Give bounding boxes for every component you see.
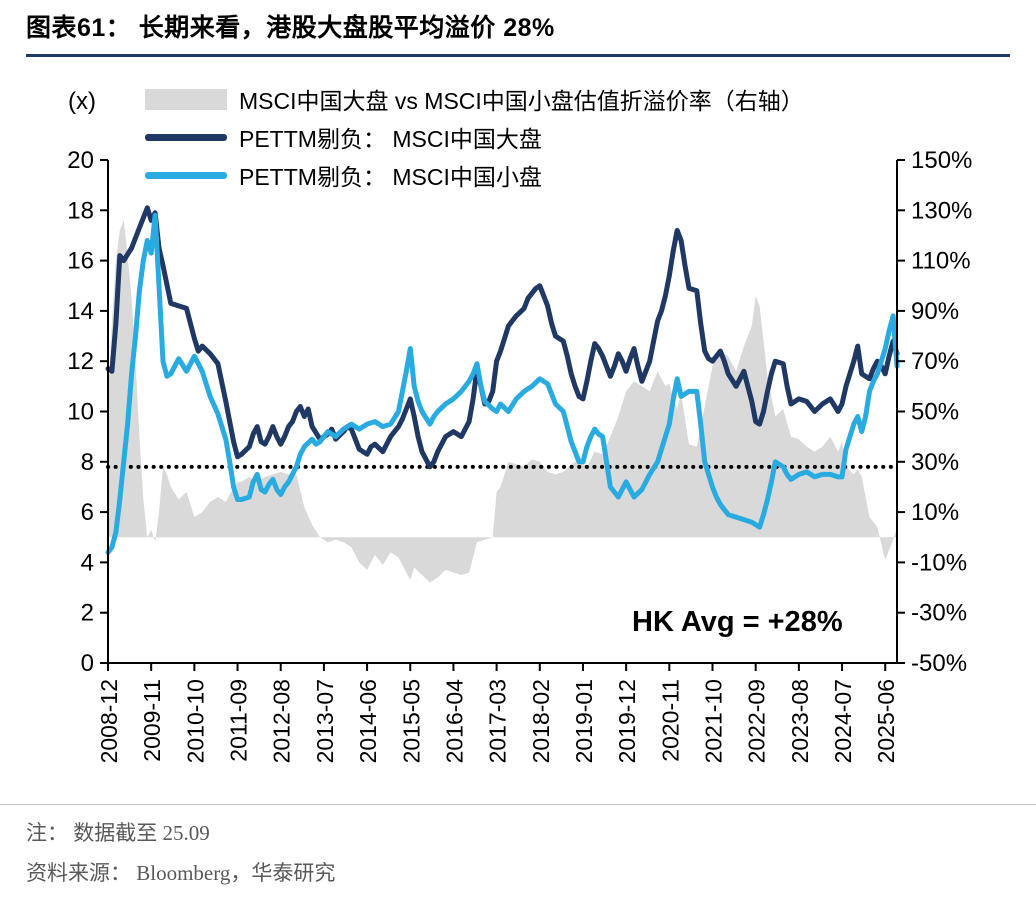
svg-text:50%: 50% — [911, 399, 959, 426]
figure-title: 图表61： 长期来看，港股大盘股平均溢价 28% — [26, 8, 1010, 57]
source-note: 资料来源： Bloomberg，华泰研究 — [26, 861, 336, 885]
svg-text:2009-11: 2009-11 — [139, 679, 165, 762]
svg-text:2024-07: 2024-07 — [830, 679, 856, 763]
svg-text:-10%: -10% — [911, 549, 967, 576]
svg-text:16: 16 — [67, 248, 94, 275]
svg-text:8: 8 — [81, 449, 94, 476]
legend-label-smallcap: PETTM剔负： MSCI中国小盘 — [239, 164, 542, 190]
svg-text:130%: 130% — [911, 197, 972, 224]
svg-text:30%: 30% — [911, 449, 959, 476]
svg-text:14: 14 — [67, 298, 94, 325]
svg-text:110%: 110% — [911, 248, 971, 275]
svg-text:2021-10: 2021-10 — [701, 679, 727, 763]
left-axis-unit-label: (x) — [68, 88, 96, 115]
svg-text:2020-11: 2020-11 — [657, 679, 683, 762]
svg-text:12: 12 — [67, 348, 94, 375]
svg-text:6: 6 — [81, 499, 94, 526]
legend-label-premium: MSCI中国大盘 vs MSCI中国小盘估值折溢价率（右轴） — [239, 88, 804, 114]
svg-text:2023-08: 2023-08 — [787, 679, 813, 763]
svg-text:2022-09: 2022-09 — [744, 679, 770, 763]
svg-text:18: 18 — [67, 197, 94, 224]
svg-text:90%: 90% — [911, 298, 959, 325]
legend-label-largecap: PETTM剔负： MSCI中国大盘 — [239, 126, 542, 152]
svg-text:2019-12: 2019-12 — [614, 679, 640, 763]
svg-text:2025-06: 2025-06 — [873, 679, 899, 763]
svg-text:2019-01: 2019-01 — [571, 679, 597, 763]
svg-text:-50%: -50% — [911, 650, 967, 677]
svg-text:2017-03: 2017-03 — [485, 679, 511, 763]
chart-legend: MSCI中国大盘 vs MSCI中国小盘估值折溢价率（右轴） PETTM剔负： … — [145, 80, 804, 194]
svg-text:2008-12: 2008-12 — [96, 679, 122, 763]
hk-avg-annotation: HK Avg = +28% — [632, 606, 843, 638]
svg-text:10%: 10% — [911, 499, 959, 526]
smallcap-line-swatch-icon — [145, 171, 227, 179]
svg-text:4: 4 — [81, 549, 94, 576]
legend-item-premium-area: MSCI中国大盘 vs MSCI中国小盘估值折溢价率（右轴） — [145, 80, 804, 118]
largecap-line-swatch-icon — [145, 133, 227, 141]
svg-text:2018-02: 2018-02 — [528, 679, 554, 763]
svg-text:2: 2 — [81, 600, 94, 627]
svg-text:150%: 150% — [911, 147, 972, 174]
svg-text:10: 10 — [67, 399, 94, 426]
chart-plot-area: 0 2 4 6 8 10 12 14 16 18 20 150% 130% 110% 90% 70% 50% 30… — [67, 147, 972, 764]
figure-footer: 注： 数据截至 25.09 资料来源： Bloomberg，华泰研究 — [0, 804, 1036, 897]
svg-text:2014-06: 2014-06 — [355, 679, 381, 763]
svg-text:-30%: -30% — [911, 600, 967, 627]
area-swatch-icon — [145, 88, 227, 110]
svg-text:2010-10: 2010-10 — [182, 679, 208, 763]
svg-text:2012-08: 2012-08 — [269, 679, 295, 763]
svg-text:2011-09: 2011-09 — [226, 679, 252, 762]
footnote: 注： 数据截至 25.09 — [26, 821, 210, 845]
svg-text:2013-07: 2013-07 — [312, 679, 338, 763]
svg-text:2015-05: 2015-05 — [398, 679, 424, 763]
svg-text:70%: 70% — [911, 348, 959, 375]
legend-item-largecap-line: PETTM剔负： MSCI中国大盘 — [145, 118, 804, 156]
legend-item-smallcap-line: PETTM剔负： MSCI中国小盘 — [145, 156, 804, 194]
svg-text:20: 20 — [67, 147, 94, 174]
svg-text:0: 0 — [81, 650, 94, 677]
svg-text:2016-04: 2016-04 — [441, 679, 467, 764]
